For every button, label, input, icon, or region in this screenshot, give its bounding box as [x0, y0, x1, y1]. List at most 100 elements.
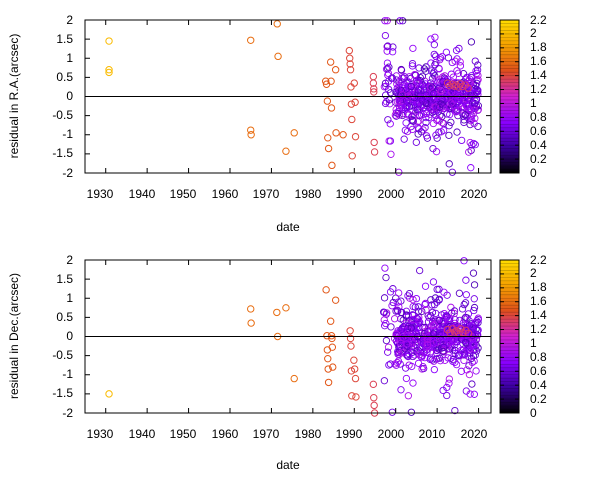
dec-cluster-point: [407, 324, 415, 332]
ra-colorbar-tick: 1: [530, 96, 537, 110]
ra-cluster-point: [423, 109, 431, 118]
ra-cluster-point: [412, 138, 420, 146]
dec-cluster-point: [455, 289, 464, 297]
dec-cluster-point: [454, 343, 462, 351]
dec-cluster-point: [473, 331, 481, 339]
dec-data-point: [370, 401, 378, 410]
ra-cluster-point: [408, 116, 416, 124]
dec-data-point: [105, 390, 113, 398]
ra-cluster-point: [383, 59, 392, 67]
dec-cluster-point: [421, 282, 430, 290]
dec-cluster-point: [394, 298, 402, 306]
dec-colorbar-tick: 0.6: [530, 364, 547, 378]
dec-colorbar: 0 0.2 0.4 0.6 0.8 1 1.2 1.4 1.6 1.8 2 2.…: [499, 253, 547, 420]
dec-residual-chart: 2 1.5 1 0.5 0 -0.5 -1 -1.5 -2 1930 1940 …: [7, 253, 547, 472]
ra-cluster-point: [474, 61, 482, 69]
dec-cluster-point: [462, 276, 470, 284]
ra-y-tick: 0.5: [56, 70, 73, 84]
dec-cluster-point: [386, 288, 395, 296]
dec-colorbar-tick: 2.2: [530, 253, 547, 267]
ra-cluster-point: [435, 103, 444, 111]
dec-cluster-point: [419, 340, 428, 348]
ra-cluster-point: [422, 63, 430, 71]
dec-data-point: [273, 308, 281, 317]
dec-cluster-point: [469, 269, 478, 277]
dec-cluster-point: [440, 343, 448, 352]
dec-cluster-point: [408, 339, 417, 348]
ra-cluster-point: [386, 137, 395, 145]
dec-cluster-point: [380, 377, 389, 385]
ra-cluster-point: [409, 44, 417, 53]
ra-data-point: [327, 104, 336, 112]
ra-data-point: [324, 134, 332, 142]
dec-cluster-point: [428, 301, 436, 309]
dec-cluster-point: [460, 315, 469, 323]
ra-cluster-point: [445, 122, 453, 130]
dec-cluster-point: [435, 285, 443, 293]
dec-data-point: [347, 342, 355, 350]
ra-cluster-point: [453, 128, 461, 136]
dec-cluster-point: [440, 339, 448, 347]
dec-cluster-point: [381, 264, 389, 272]
ra-y-tick: -1: [62, 127, 73, 141]
ra-colorbar-tick: 1.2: [530, 82, 547, 96]
dec-cluster-point: [404, 352, 412, 361]
dec-data-point: [346, 334, 355, 343]
dec-cluster-point: [380, 316, 388, 324]
ra-cluster-point: [460, 116, 468, 124]
dec-y-tick: 1: [66, 291, 73, 305]
ra-colorbar-tick: 0.2: [530, 152, 547, 166]
ra-cluster-point: [408, 59, 417, 68]
ra-cluster-point: [381, 31, 390, 40]
dec-cluster-point: [410, 315, 418, 324]
ra-cluster-point: [397, 65, 405, 74]
dec-cluster-point: [388, 408, 396, 416]
dec-cluster-point: [470, 295, 478, 303]
dec-data-point: [331, 296, 340, 304]
ra-cluster-point: [453, 67, 461, 75]
ra-cluster-point: [383, 64, 392, 73]
dec-y-tick: 0.5: [56, 310, 73, 324]
ra-cluster-point: [393, 80, 401, 88]
ra-data-point: [247, 126, 255, 134]
dec-cluster-point: [402, 311, 411, 319]
ra-cluster-point: [426, 79, 435, 87]
ra-data-point: [324, 144, 333, 153]
ra-x-tick: 2010: [419, 187, 446, 201]
ra-cluster-point: [417, 111, 426, 119]
dec-cluster-point: [438, 311, 446, 319]
dec-cluster-point: [386, 360, 395, 368]
ra-cluster-point: [473, 66, 482, 74]
ra-x-tick: 1980: [295, 187, 322, 201]
dec-cluster-point: [470, 303, 479, 312]
dec-y-tick: -1: [62, 367, 73, 381]
dec-cluster-point: [460, 257, 468, 265]
dec-cluster-point: [470, 341, 478, 349]
ra-x-tick: 1990: [336, 187, 363, 201]
dec-colorbar-tick: 2: [530, 266, 537, 280]
ra-cluster-point: [383, 47, 391, 55]
ra-cluster-point: [384, 42, 392, 50]
dec-cluster-point: [458, 305, 467, 313]
ra-cluster-point: [459, 94, 467, 102]
dec-data-point: [352, 393, 360, 401]
ra-cluster-point: [437, 128, 445, 136]
ra-data-points: [105, 17, 482, 176]
dec-cluster-point: [405, 289, 414, 298]
ra-cluster-point: [418, 72, 427, 80]
ra-cluster-point: [406, 74, 415, 83]
ra-cluster-point: [384, 77, 393, 85]
dec-cluster-point: [427, 296, 435, 304]
dec-x-tick: 1950: [170, 427, 197, 441]
ra-cluster-point: [454, 111, 462, 120]
dec-data-point: [348, 392, 356, 400]
ra-cluster-point: [420, 65, 428, 73]
dec-cluster-point: [465, 317, 473, 325]
dec-cluster-point: [411, 351, 419, 359]
dec-cluster-point: [470, 306, 478, 315]
dec-x-tick: 1970: [253, 427, 280, 441]
ra-cluster-point: [383, 17, 391, 25]
ra-cluster-point: [395, 111, 404, 119]
dec-cluster-point: [409, 316, 417, 324]
ra-cluster-point: [398, 91, 407, 99]
